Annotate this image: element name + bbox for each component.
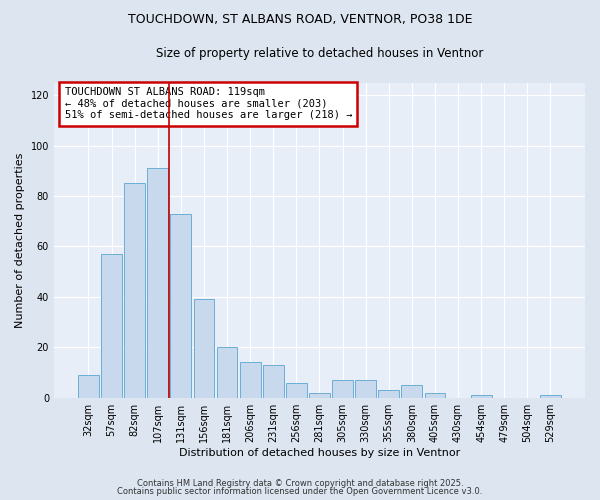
Text: Contains public sector information licensed under the Open Government Licence v3: Contains public sector information licen… [118,487,482,496]
Bar [540,395,561,398]
Bar [355,380,376,398]
Bar [401,385,422,398]
X-axis label: Distribution of detached houses by size in Ventnor: Distribution of detached houses by size … [179,448,460,458]
Bar [124,184,145,398]
Bar [263,365,284,398]
Bar [286,382,307,398]
Bar [78,375,99,398]
Bar [471,395,491,398]
Text: Contains HM Land Registry data © Crown copyright and database right 2025.: Contains HM Land Registry data © Crown c… [137,478,463,488]
Bar [240,362,260,398]
Bar [217,348,238,398]
Title: Size of property relative to detached houses in Ventnor: Size of property relative to detached ho… [156,48,483,60]
Bar [309,392,330,398]
Bar [170,214,191,398]
Bar [379,390,399,398]
Bar [148,168,168,398]
Bar [194,300,214,398]
Text: TOUCHDOWN ST ALBANS ROAD: 119sqm
← 48% of detached houses are smaller (203)
51% : TOUCHDOWN ST ALBANS ROAD: 119sqm ← 48% o… [65,87,352,120]
Bar [101,254,122,398]
Bar [332,380,353,398]
Bar [425,392,445,398]
Y-axis label: Number of detached properties: Number of detached properties [15,152,25,328]
Text: TOUCHDOWN, ST ALBANS ROAD, VENTNOR, PO38 1DE: TOUCHDOWN, ST ALBANS ROAD, VENTNOR, PO38… [128,12,472,26]
